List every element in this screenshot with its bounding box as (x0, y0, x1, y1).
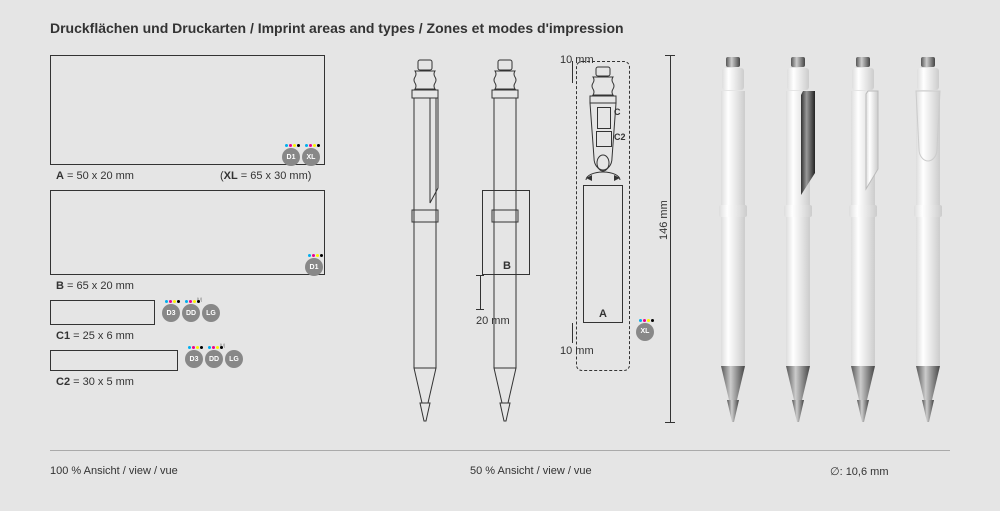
area-c2-label: C2 = 30 x 5 mm (56, 376, 134, 388)
area-a-xl-label: (XL = 65 x 30 mm) (220, 170, 311, 182)
area-b-icons: D1 (303, 258, 323, 276)
area-a-label: A = 50 x 20 mm (56, 170, 134, 182)
pen-lineart-front (400, 55, 450, 435)
dim-20-tick-b (476, 309, 484, 310)
area-c1-rect (50, 300, 155, 325)
footer-dia: ∅: 10,6 mm (830, 465, 889, 478)
page-title: Druckflächen und Druckarten / Imprint ar… (50, 20, 624, 36)
dim-20-line (480, 275, 481, 310)
dim-top10-label: 10 mm (560, 54, 594, 66)
d1-icon: D1 (282, 148, 300, 166)
dd-icon-c1: MDD (182, 304, 200, 322)
dim-bot10-label: 10 mm (560, 345, 594, 357)
zone-c-rect (597, 107, 611, 129)
area-c1-icons: D3 MDD LG (160, 304, 220, 322)
zone-c2-rect (596, 131, 612, 147)
dd-icon-c2: MDD (205, 350, 223, 368)
footer-100: 100 % Ansicht / view / vue (50, 465, 178, 477)
area-c1-label: C1 = 25 x 6 mm (56, 330, 134, 342)
lg-icon-c1: LG (202, 304, 220, 322)
dim-height-line (670, 55, 671, 423)
zone-c-label: C (614, 107, 621, 117)
d1-icon-b: D1 (305, 258, 323, 276)
footer-separator (50, 450, 950, 451)
zone-c2-label: C2 (614, 132, 626, 142)
lg-icon-c2: LG (225, 350, 243, 368)
area-c2-icons: D3 MDD LG (183, 350, 243, 368)
area-a-icons: D1 XL (280, 148, 320, 166)
dim-height-tick-b (665, 422, 675, 423)
area-b-label: B = 65 x 20 mm (56, 280, 134, 292)
zone-a-label: A (599, 308, 607, 320)
footer-50: 50 % Ansicht / view / vue (470, 465, 592, 477)
dim-20-tick-t (476, 275, 484, 276)
dim-top10-line (572, 61, 573, 83)
dim-height-label: 146 mm (658, 200, 670, 240)
dim-20-label: 20 mm (476, 315, 510, 327)
xl-icon-right: XL (634, 320, 654, 341)
rendered-pens (710, 55, 970, 430)
d3-icon-c1: D3 (162, 304, 180, 322)
dim-height-tick-t (665, 55, 675, 56)
xl-icon: XL (302, 148, 320, 166)
dim-bot10-line (572, 323, 573, 343)
zone-b-label: B (503, 260, 511, 272)
d3-icon-c2: D3 (185, 350, 203, 368)
area-b-rect (50, 190, 325, 275)
area-c2-rect (50, 350, 178, 371)
zone-a-rect (583, 185, 623, 323)
